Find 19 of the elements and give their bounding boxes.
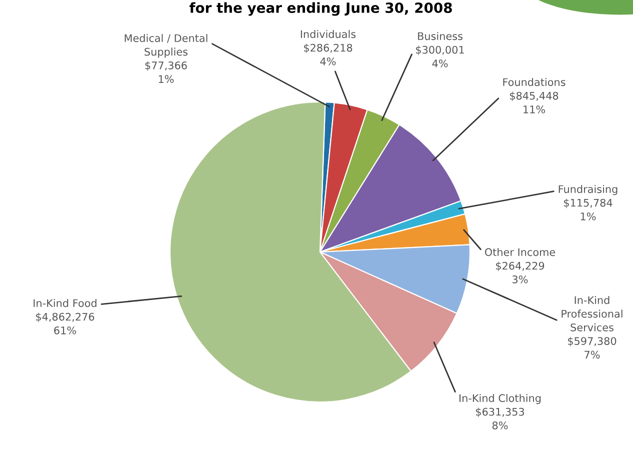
slice-label: Foundations	[503, 78, 566, 86]
data-label: $845,448 11%	[510, 92, 558, 114]
chart-title: for the year ending June 30, 2008	[189, 2, 452, 16]
slice-label: Medical / Dental Supplies	[124, 34, 208, 58]
slice-label: In-Kind Food	[34, 299, 96, 308]
slice-label: In-Kind Professional Services	[562, 296, 622, 332]
data-label: $264,229 3%	[496, 262, 544, 284]
data-label: $300,001 4%	[416, 46, 464, 68]
data-label: $597,380 7%	[568, 336, 616, 359]
data-label: $631,353 8%	[476, 408, 524, 430]
slice-label: Business	[418, 32, 462, 40]
slice-label: Individuals	[300, 30, 356, 38]
slice-label: Fundraising	[558, 185, 618, 196]
data-label: $286,218 4%	[304, 44, 352, 66]
data-label: $4,862,276 61%	[36, 312, 94, 334]
data-label: $77,366 1%	[145, 61, 187, 83]
data-label: $115,784 1%	[564, 198, 612, 220]
slice-label: In-Kind Clothing	[460, 394, 541, 404]
slice-label: Other Income	[484, 248, 556, 256]
